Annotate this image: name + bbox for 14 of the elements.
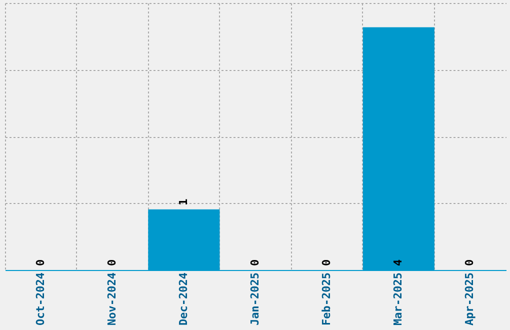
x-tick-label: Oct-2024	[34, 272, 47, 326]
x-tick-label: Jan-2025	[248, 272, 262, 326]
data-label: 0	[248, 259, 262, 266]
data-label: 4	[392, 259, 405, 266]
x-tick-label: Nov-2024	[105, 272, 118, 326]
x-tick-label: Feb-2025	[320, 272, 334, 326]
x-tick-label: Apr-2025	[463, 272, 476, 326]
data-label: 0	[105, 259, 118, 266]
x-tick-label: Dec-2024	[176, 272, 190, 326]
data-label: 0	[320, 259, 334, 266]
data-label: 0	[34, 259, 47, 266]
data-label: 1	[176, 198, 190, 206]
x-tick-label: Mar-2025	[392, 272, 405, 326]
data-label: 0	[463, 259, 476, 266]
